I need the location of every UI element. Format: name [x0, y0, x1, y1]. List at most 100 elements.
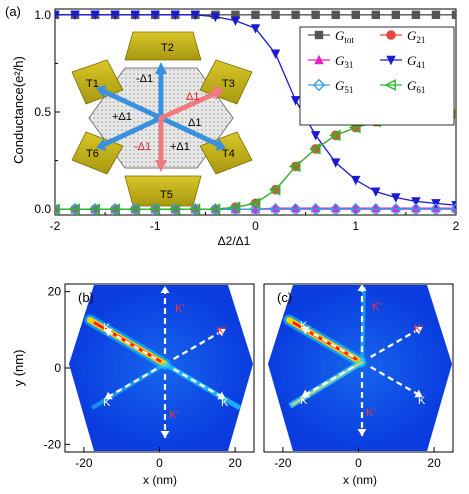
data-point	[271, 10, 280, 20]
panel-a-label: (a)	[5, 4, 21, 19]
delta-label-bottom-right: +Δ1	[170, 141, 190, 153]
data-point	[310, 202, 321, 213]
data-point	[110, 10, 120, 21]
data-point	[290, 96, 301, 106]
data-point	[251, 10, 260, 20]
data-point	[391, 10, 401, 20]
data-point	[411, 202, 421, 213]
data-point	[189, 202, 202, 215]
data-point	[308, 143, 321, 155]
data-point	[70, 10, 80, 21]
xtick-label: 0	[355, 456, 362, 470]
xtick-label: 2	[453, 219, 460, 233]
ytick-label: 0.0	[34, 202, 51, 216]
data-point	[349, 202, 362, 215]
legend-marker	[386, 55, 396, 66]
k-arrow-head	[217, 391, 226, 400]
valley-label: K	[103, 322, 111, 334]
data-point	[230, 16, 241, 26]
terminal-t5: T5	[124, 175, 202, 207]
panel-c-ticks: -20 0 20	[274, 447, 441, 470]
data-point	[231, 10, 240, 20]
k-arrow-head	[160, 431, 170, 438]
data-point	[371, 202, 381, 213]
ytick-label: 0	[54, 361, 61, 375]
arrow-to-t1	[102, 89, 164, 121]
terminal-t1-label: T1	[86, 78, 99, 90]
valley-label: K'	[169, 409, 178, 421]
data-point	[431, 10, 441, 20]
panel-b-ticks: -20 0 20 -20 0 20	[44, 285, 242, 470]
data-point	[128, 203, 141, 215]
data-point	[351, 10, 360, 20]
xtick-label: -1	[150, 219, 161, 233]
legend-entry-sub: 31	[344, 60, 353, 70]
data-point	[309, 202, 322, 215]
data-point	[210, 12, 221, 22]
data-point	[369, 202, 382, 215]
data-point	[331, 10, 340, 20]
valley-label: K'	[217, 325, 226, 337]
valley-label: K	[103, 397, 111, 409]
delta-label-right: Δ1	[188, 117, 201, 129]
terminal-t2: T2	[124, 31, 202, 61]
valley-label: K'	[414, 323, 423, 335]
k-direction-arrow	[173, 328, 227, 360]
xtick-label: 0	[252, 219, 259, 233]
data-point	[209, 202, 222, 215]
data-point	[351, 175, 361, 186]
legend-entry-sub: 21	[416, 35, 425, 45]
terminal-t5-label: T5	[160, 189, 173, 201]
delta-label-top-left: -Δ1	[136, 73, 153, 85]
data-point	[289, 202, 302, 215]
data-point	[389, 202, 403, 215]
k-arrow-head	[160, 286, 170, 293]
k-direction-arrow	[173, 368, 227, 400]
delta-label-top-right: Δ1	[186, 91, 199, 103]
xtick-label: -2	[50, 219, 61, 233]
heatmap-b: (b) K K K K' K' K'	[69, 285, 253, 451]
data-point	[329, 202, 342, 215]
data-point	[188, 203, 201, 215]
ytick-label: 1.0	[34, 8, 51, 22]
data-point	[169, 202, 182, 215]
heatmap-c: (c) K K K K' K' K'	[268, 284, 452, 451]
panel-a-ylabel: Conductance(e²/h)	[11, 56, 26, 164]
data-point	[371, 10, 380, 20]
xtick-label: 1	[352, 219, 359, 233]
data-point	[90, 10, 100, 21]
panel-b-ylabel: y (nm)	[11, 350, 26, 387]
panel-b-xlabel: x (nm)	[143, 473, 177, 487]
arrow-to-t6	[102, 115, 164, 147]
data-point	[55, 202, 62, 215]
data-point	[429, 202, 443, 215]
k-direction-arrow	[300, 326, 354, 358]
terminal-t3-label: T3	[222, 78, 235, 90]
data-point	[328, 129, 341, 142]
k-arrow-head	[301, 389, 310, 398]
terminal-t4-label: T4	[222, 148, 235, 160]
k-arrow-head	[414, 326, 423, 335]
k-arrow-head	[301, 326, 310, 335]
ytick-label: 0.5	[34, 105, 51, 119]
arrow-to-t4	[158, 115, 220, 147]
data-point	[409, 202, 423, 215]
data-point	[190, 10, 201, 21]
data-point	[68, 203, 80, 215]
valley-label: K	[300, 395, 308, 407]
panel-a-xlabel: Δ2/Δ1	[218, 234, 251, 248]
data-point	[310, 131, 321, 141]
ytick-label: -20	[44, 437, 62, 451]
k-arrow-head	[414, 389, 423, 398]
data-point	[149, 202, 162, 215]
data-point	[55, 10, 60, 21]
data-point	[391, 202, 401, 213]
legend-entry-sub: tot	[344, 35, 354, 45]
data-point	[351, 202, 361, 213]
data-point	[268, 183, 281, 196]
data-point	[108, 203, 121, 215]
data-point	[270, 202, 281, 213]
legend-entry-sub: 41	[416, 60, 425, 70]
xtick-label: -20	[274, 456, 292, 470]
xtick-label: -20	[75, 456, 93, 470]
